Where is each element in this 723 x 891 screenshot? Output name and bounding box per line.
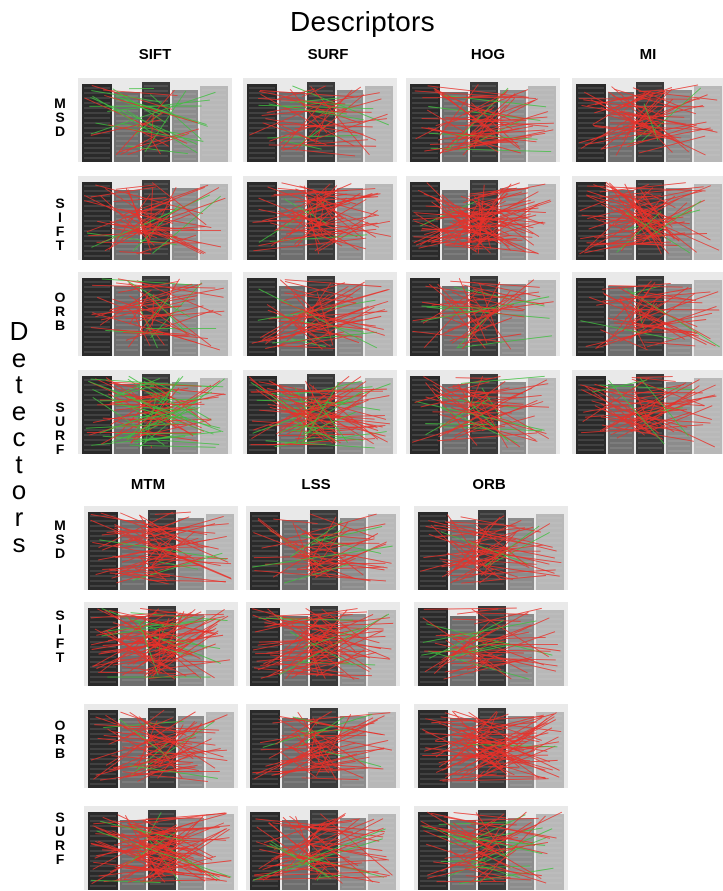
bottom-col-header: LSS: [301, 476, 331, 493]
match-panel: [406, 272, 560, 356]
match-panel: [572, 176, 723, 260]
match-panel: [246, 506, 400, 590]
match-panel: [84, 806, 238, 890]
top-col-header: SURF: [307, 46, 349, 63]
match-panel: [78, 176, 232, 260]
match-panel: [243, 272, 397, 356]
match-panel: [414, 704, 568, 788]
match-panel: [414, 806, 568, 890]
match-panel: [246, 704, 400, 788]
match-panel: [406, 78, 560, 162]
match-panel: [572, 78, 723, 162]
figure-top-title: Descriptors: [290, 6, 435, 37]
match-panel: [246, 602, 400, 686]
match-panel: [406, 370, 560, 454]
top-col-header: MI: [639, 46, 657, 63]
top-col-header: HOG: [470, 46, 506, 63]
match-panel: [78, 272, 232, 356]
match-panel: [84, 704, 238, 788]
match-panel: [572, 370, 723, 454]
match-panel: [414, 506, 568, 590]
bottom-col-header: ORB: [472, 476, 506, 493]
match-panel: [243, 370, 397, 454]
match-panel: [246, 806, 400, 890]
match-panel: [78, 78, 232, 162]
match-panel: [84, 602, 238, 686]
match-panel: [243, 176, 397, 260]
top-col-header: SIFT: [138, 46, 172, 63]
match-panel: [78, 370, 232, 454]
match-panel: [572, 272, 723, 356]
match-panel: [84, 506, 238, 590]
match-panel: [414, 602, 568, 686]
bottom-col-header: MTM: [130, 476, 166, 493]
match-panel: [406, 176, 560, 260]
match-panel: [243, 78, 397, 162]
